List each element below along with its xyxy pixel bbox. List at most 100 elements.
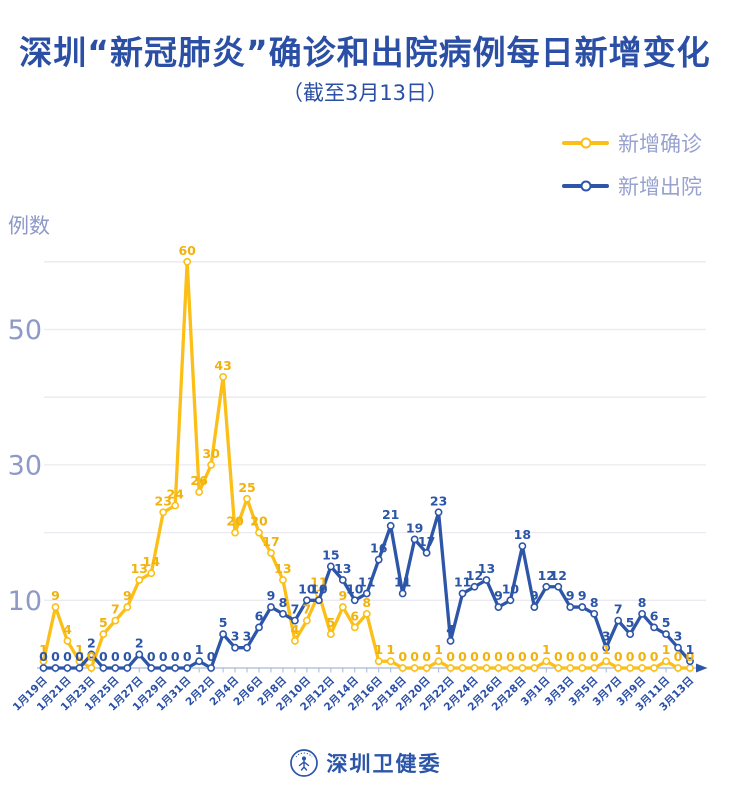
svg-text:0: 0 — [506, 649, 515, 664]
svg-text:7: 7 — [111, 602, 120, 617]
svg-text:3: 3 — [243, 629, 252, 644]
svg-text:5: 5 — [662, 615, 671, 630]
svg-text:1: 1 — [374, 642, 383, 657]
svg-text:0: 0 — [63, 649, 72, 664]
legend-item-confirmed: 新增确诊 — [562, 128, 702, 158]
legend: 新增确诊 新增出院 — [562, 128, 702, 201]
series-discharged — [39, 508, 694, 672]
svg-text:13: 13 — [478, 561, 495, 576]
svg-text:12: 12 — [538, 568, 555, 583]
discharged-value-labels: 0 0 0 020 0 020 0 0 0 1 053 369 8 7101015131011162111… — [39, 493, 694, 664]
y-axis-tick-labels: 50 30 10 — [8, 315, 42, 617]
svg-text:2: 2 — [135, 635, 144, 650]
svg-text:1: 1 — [542, 642, 551, 657]
svg-text:0: 0 — [147, 649, 156, 664]
footer: 深圳卫健委 — [0, 748, 730, 778]
svg-text:13: 13 — [334, 561, 351, 576]
svg-text:2: 2 — [87, 635, 96, 650]
confirmed-marker-icon — [580, 137, 591, 149]
svg-text:0: 0 — [39, 649, 48, 664]
svg-text:7: 7 — [614, 602, 623, 617]
svg-text:3: 3 — [231, 629, 240, 644]
svg-text:12: 12 — [466, 568, 483, 583]
svg-text:11: 11 — [394, 575, 411, 590]
svg-text:10: 10 — [346, 581, 364, 596]
svg-text:17: 17 — [418, 534, 435, 549]
svg-text:15: 15 — [322, 547, 339, 562]
svg-text:0: 0 — [518, 649, 527, 664]
svg-text:11: 11 — [310, 575, 327, 590]
svg-text:30: 30 — [8, 450, 42, 481]
svg-text:0: 0 — [530, 649, 539, 664]
svg-text:0: 0 — [99, 649, 108, 664]
discharged-line-swatch — [562, 180, 609, 192]
svg-text:0: 0 — [470, 649, 479, 664]
svg-text:0: 0 — [638, 649, 647, 664]
legend-label-confirmed: 新增确诊 — [618, 132, 702, 156]
svg-text:0: 0 — [75, 649, 84, 664]
svg-text:5: 5 — [219, 615, 228, 630]
svg-text:0: 0 — [159, 649, 168, 664]
svg-text:0: 0 — [87, 649, 96, 664]
svg-text:1: 1 — [434, 642, 443, 657]
svg-text:13: 13 — [131, 561, 148, 576]
svg-text:24: 24 — [166, 487, 184, 502]
svg-text:1: 1 — [686, 642, 695, 657]
org-logo-icon — [289, 749, 318, 777]
svg-text:60: 60 — [178, 243, 196, 258]
svg-text:9: 9 — [51, 588, 60, 603]
x-axis-labels: 1月19日1月21日1月23日1月25日1月27日1月29日1月31日2月2日2… — [11, 675, 696, 714]
legend-label-discharged: 新增出院 — [618, 175, 702, 199]
svg-text:12: 12 — [550, 568, 567, 583]
svg-text:20: 20 — [250, 514, 268, 529]
svg-text:5: 5 — [626, 615, 635, 630]
legend-item-discharged: 新增出院 — [562, 171, 702, 201]
svg-text:19: 19 — [406, 520, 423, 535]
svg-text:9: 9 — [338, 588, 347, 603]
svg-text:0: 0 — [578, 649, 587, 664]
svg-text:0: 0 — [398, 649, 407, 664]
confirmed-line-swatch — [562, 137, 609, 149]
svg-text:7: 7 — [291, 602, 300, 617]
svg-text:0: 0 — [650, 649, 659, 664]
svg-text:10: 10 — [502, 581, 520, 596]
svg-text:0: 0 — [458, 649, 467, 664]
svg-text:10: 10 — [8, 586, 42, 617]
svg-text:0: 0 — [410, 649, 419, 664]
svg-text:0: 0 — [111, 649, 120, 664]
chart-title: 深圳“新冠肺炎”确诊和出院病例每日新增变化 — [19, 33, 711, 72]
svg-text:9: 9 — [267, 588, 276, 603]
svg-text:9: 9 — [578, 588, 587, 603]
svg-text:25: 25 — [238, 480, 255, 495]
svg-text:0: 0 — [590, 649, 599, 664]
svg-text:23: 23 — [430, 493, 447, 508]
svg-text:0: 0 — [494, 649, 503, 664]
svg-text:10: 10 — [298, 581, 316, 596]
svg-text:21: 21 — [382, 507, 399, 522]
discharged-marker-icon — [580, 180, 591, 192]
svg-text:0: 0 — [554, 649, 563, 664]
svg-text:8: 8 — [590, 595, 599, 610]
svg-text:0: 0 — [626, 649, 635, 664]
svg-text:5: 5 — [326, 615, 335, 630]
svg-text:0: 0 — [171, 649, 180, 664]
svg-text:9: 9 — [566, 588, 575, 603]
svg-text:0: 0 — [51, 649, 60, 664]
svg-text:14: 14 — [143, 554, 161, 569]
svg-text:13: 13 — [274, 561, 291, 576]
y-axis-title: 例数 — [8, 214, 50, 238]
org-name: 深圳卫健委 — [326, 752, 442, 776]
svg-text:3: 3 — [674, 629, 683, 644]
svg-text:0: 0 — [183, 649, 192, 664]
svg-text:1: 1 — [75, 642, 84, 657]
chart-subtitle: （截至3月13日） — [281, 81, 449, 105]
svg-text:0: 0 — [614, 649, 623, 664]
svg-text:0: 0 — [123, 649, 132, 664]
svg-text:9: 9 — [530, 588, 539, 603]
chart-svg: 5030101月19日1月21日1月23日1月25日1月27日1月29日1月31… — [8, 243, 708, 714]
svg-text:0: 0 — [686, 649, 695, 664]
svg-text:50: 50 — [8, 315, 42, 346]
svg-text:0: 0 — [446, 649, 455, 664]
svg-text:0: 0 — [422, 649, 431, 664]
